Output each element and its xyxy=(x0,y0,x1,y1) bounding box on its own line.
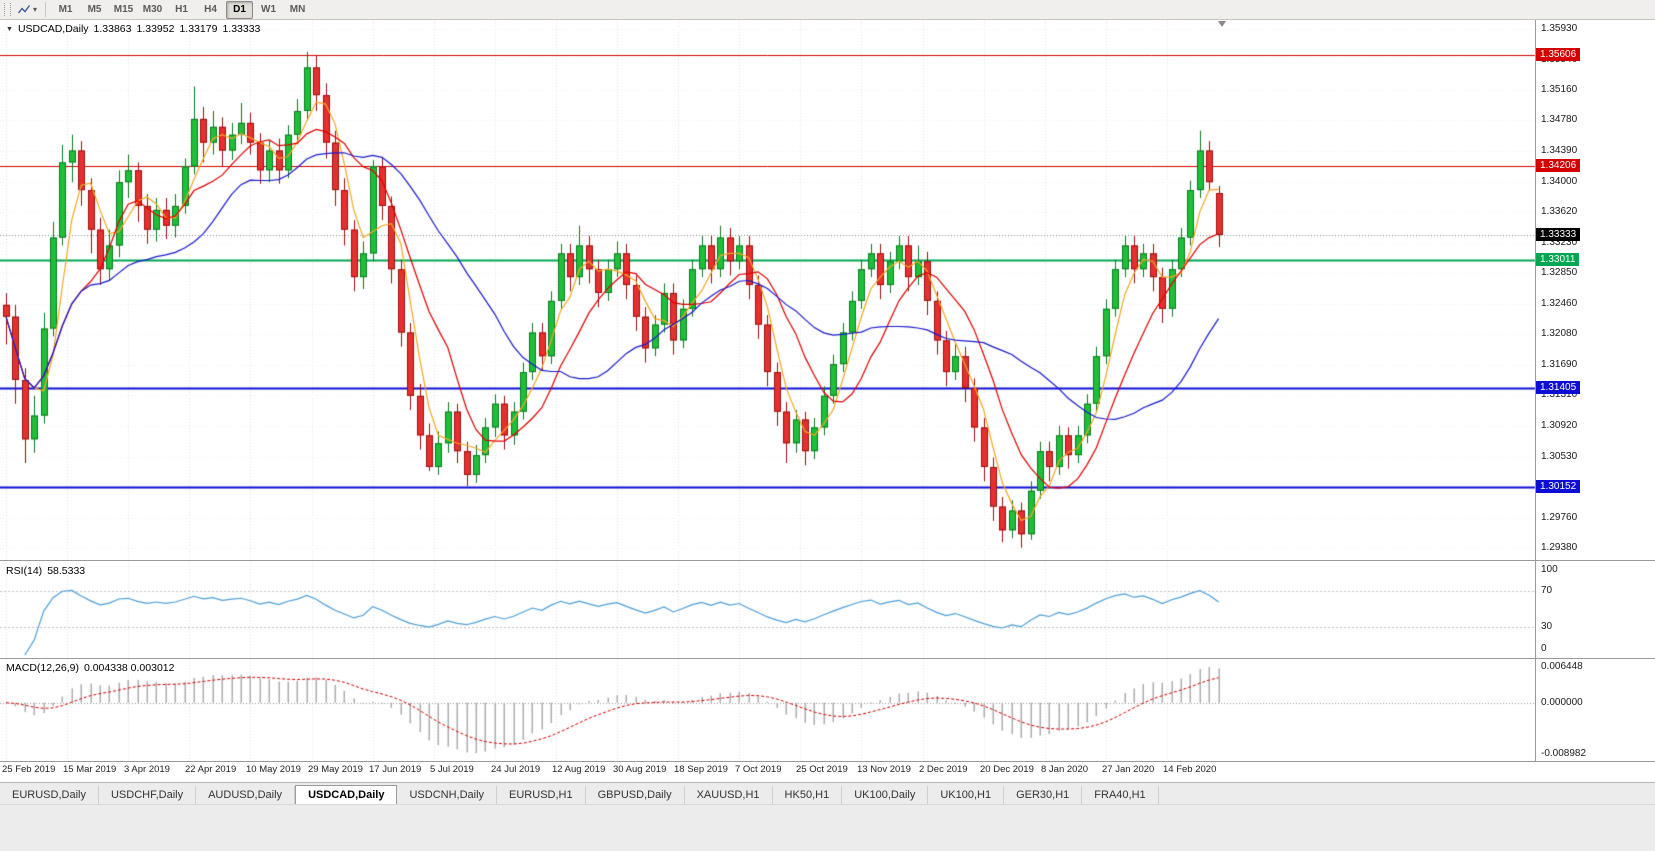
timeframe-button-mn[interactable]: MN xyxy=(289,3,306,15)
panel-splitter-rsi[interactable] xyxy=(0,560,1655,561)
date-axis-label: 29 May 2019 xyxy=(308,764,363,775)
ohlc-low: 1.33179 xyxy=(179,23,218,35)
price-axis-tick: 1.35160 xyxy=(1541,84,1578,95)
price-axis-tick: 1.32460 xyxy=(1541,298,1578,309)
timeframe-button-w1[interactable]: W1 xyxy=(261,3,277,15)
chart-tab-gbpusd-daily[interactable]: GBPUSD,Daily xyxy=(586,786,685,804)
timeframe-button-h1[interactable]: H1 xyxy=(175,3,188,15)
date-axis-label: 30 Aug 2019 xyxy=(613,764,667,775)
chart-tab-audusd-daily[interactable]: AUDUSD,Daily xyxy=(196,786,296,804)
toolbar-separator xyxy=(45,2,47,17)
rsi-axis-tick: 100 xyxy=(1541,564,1558,575)
timeframe-button-m30[interactable]: M30 xyxy=(142,3,163,15)
hline-price-label: 1.35606 xyxy=(1536,48,1581,61)
date-axis-label: 25 Oct 2019 xyxy=(796,764,848,775)
price-axis-tick: 1.34780 xyxy=(1541,114,1578,125)
price-axis-tick: 1.31310 xyxy=(1541,389,1578,400)
price-axis-tick: 1.34000 xyxy=(1541,176,1578,187)
rsi-axis-tick: 70 xyxy=(1541,585,1553,596)
date-axis-label: 5 Jul 2019 xyxy=(430,764,474,775)
chart-tab-usdchf-daily[interactable]: USDCHF,Daily xyxy=(99,786,197,804)
timeframe-button-m15[interactable]: M15 xyxy=(113,3,134,15)
date-axis-label: 8 Jan 2020 xyxy=(1041,764,1089,775)
toolbar-dropdown-caret[interactable]: ▾ xyxy=(33,5,38,14)
date-axis-label: 25 Feb 2019 xyxy=(2,764,56,775)
chart-tab-ger30-h1[interactable]: GER30,H1 xyxy=(1004,786,1083,804)
chart-tab-eurusd-daily[interactable]: EURUSD,Daily xyxy=(0,786,99,804)
hline-price-label: 1.34206 xyxy=(1536,159,1581,172)
macd-axis-tick: 0.000000 xyxy=(1541,697,1583,708)
price-axis-tick: 1.33620 xyxy=(1541,206,1578,217)
price-axis-border xyxy=(1535,20,1536,761)
chart-tab-usdcad-daily[interactable]: USDCAD,Daily xyxy=(295,785,398,804)
rsi-axis-tick: 0 xyxy=(1541,643,1547,654)
chart-tab-usdcnh-daily[interactable]: USDCNH,Daily xyxy=(397,786,498,804)
hline-price-label: 1.31405 xyxy=(1536,381,1581,394)
timeframe-button-h4[interactable]: H4 xyxy=(204,3,217,15)
date-axis-label: 2 Dec 2019 xyxy=(919,764,968,775)
price-axis-tick: 1.30920 xyxy=(1541,420,1578,431)
price-axis-tick: 1.31690 xyxy=(1541,359,1578,370)
price-axis-tick: 1.32850 xyxy=(1541,267,1578,278)
symbol-period-label: USDCAD,Daily xyxy=(17,23,89,35)
hline-price-label: 1.30152 xyxy=(1536,480,1581,493)
date-axis-border xyxy=(0,761,1655,762)
chart-tab-uk100-h1[interactable]: UK100,H1 xyxy=(928,786,1005,804)
price-axis-tick: 1.29380 xyxy=(1541,542,1578,553)
macd-axis-tick: -0.008982 xyxy=(1541,748,1587,759)
timeframe-buttons: M1 M5 M15 M30 H1 H4 D1 W1 MN xyxy=(51,0,312,19)
date-axis-label: 22 Apr 2019 xyxy=(185,764,237,775)
date-axis-label: 24 Jul 2019 xyxy=(491,764,541,775)
date-axis-label: 20 Dec 2019 xyxy=(980,764,1034,775)
timeframe-toolbar: ▾ M1 M5 M15 M30 H1 H4 D1 W1 MN xyxy=(0,0,1655,20)
chart-title: ▼ USDCAD,Daily 1.33863 1.33952 1.33179 1… xyxy=(6,23,260,35)
ohlc-high: 1.33952 xyxy=(136,23,175,35)
date-axis-label: 27 Jan 2020 xyxy=(1102,764,1155,775)
ohlc-open: 1.33863 xyxy=(93,23,132,35)
rsi-axis-tick: 30 xyxy=(1541,621,1553,632)
date-axis-label: 17 Jun 2019 xyxy=(369,764,422,775)
bid-price-label: 1.33333 xyxy=(1536,228,1581,241)
chart-line-icon[interactable] xyxy=(15,2,33,18)
chart-tabs-bar: EURUSD,Daily USDCHF,Daily AUDUSD,Daily USDC… xyxy=(0,782,1655,804)
ohlc-close: 1.33333 xyxy=(222,23,261,35)
timeframe-button-m5[interactable]: M5 xyxy=(87,3,102,15)
chart-tab-uk100-daily[interactable]: UK100,Daily xyxy=(842,786,929,804)
date-axis-label: 18 Sep 2019 xyxy=(674,764,728,775)
status-bar xyxy=(0,804,1655,851)
timeframe-button-d1[interactable]: D1 xyxy=(226,0,254,19)
price-chart-canvas[interactable] xyxy=(0,20,1655,782)
date-axis-label: 14 Feb 2020 xyxy=(1163,764,1217,775)
chart-shift-marker[interactable] xyxy=(1218,21,1226,27)
chart-tab-fra40-h1[interactable]: FRA40,H1 xyxy=(1082,786,1159,804)
chart-window: 1.359301.355401.351601.347801.343901.340… xyxy=(0,20,1655,782)
toolbar-grip[interactable] xyxy=(4,3,11,16)
price-axis-tick: 1.34390 xyxy=(1541,145,1578,156)
price-axis-tick: 1.33230 xyxy=(1541,237,1578,248)
collapse-icon[interactable]: ▼ xyxy=(6,25,13,33)
chart-tab-xauusd-h1[interactable]: XAUUSD,H1 xyxy=(685,786,773,804)
rsi-indicator-label: RSI(14) 58.5333 xyxy=(6,565,86,577)
chart-tab-hk50-h1[interactable]: HK50,H1 xyxy=(773,786,843,804)
date-axis-label: 7 Oct 2019 xyxy=(735,764,782,775)
hline-price-label: 1.33011 xyxy=(1536,253,1580,266)
chart-overlay: 1.359301.355401.351601.347801.343901.340… xyxy=(0,20,1655,782)
date-axis-label: 12 Aug 2019 xyxy=(552,764,606,775)
price-axis-tick: 1.29760 xyxy=(1541,512,1578,523)
date-axis-label: 10 May 2019 xyxy=(246,764,301,775)
date-axis-label: 15 Mar 2019 xyxy=(63,764,117,775)
macd-indicator-label: MACD(12,26,9) 0.004338 0.003012 xyxy=(6,662,175,674)
chart-tab-eurusd-h1[interactable]: EURUSD,H1 xyxy=(497,786,586,804)
macd-axis-tick: 0.006448 xyxy=(1541,661,1583,672)
date-axis-label: 3 Apr 2019 xyxy=(124,764,170,775)
timeframe-button-m1[interactable]: M1 xyxy=(58,3,73,15)
price-axis-tick: 1.30530 xyxy=(1541,451,1578,462)
date-axis-label: 13 Nov 2019 xyxy=(857,764,911,775)
price-axis-tick: 1.35930 xyxy=(1541,23,1578,34)
panel-splitter-macd[interactable] xyxy=(0,658,1655,659)
price-axis-tick: 1.32080 xyxy=(1541,328,1578,339)
